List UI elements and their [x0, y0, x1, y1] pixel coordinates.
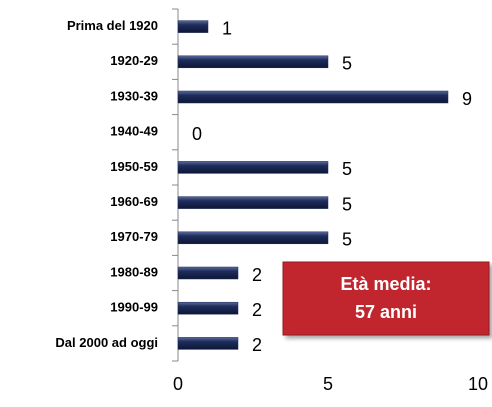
annotation-box: [282, 261, 490, 336]
bar: [177, 55, 329, 69]
x-tick-label: 0: [173, 374, 183, 394]
bar: [177, 20, 209, 33]
category-label: Prima del 1920: [67, 18, 158, 33]
bar: [177, 196, 329, 209]
category-label: Dal 2000 ad oggi: [55, 335, 158, 350]
value-label: 9: [462, 89, 472, 109]
category-label: 1920-29: [110, 53, 158, 68]
value-label: 5: [342, 54, 352, 74]
category-label: 1930-39: [110, 88, 158, 103]
value-label: 5: [342, 194, 352, 214]
bar: [177, 231, 329, 245]
annotation: Età media: 57 anni: [282, 261, 490, 336]
value-label: 2: [252, 300, 262, 320]
category-label: 1990-99: [110, 300, 158, 315]
bar: [177, 90, 449, 104]
category-label: 1960-69: [110, 194, 158, 209]
x-tick-label: 10: [468, 374, 488, 394]
value-label: 2: [252, 265, 262, 285]
bar: [177, 301, 239, 315]
bar: [177, 161, 329, 174]
x-tick-label: 5: [323, 374, 333, 394]
value-label: 5: [342, 159, 352, 179]
bar: [177, 337, 239, 350]
category-label: 1970-79: [110, 229, 158, 244]
annotation-text: 57 anni: [355, 302, 417, 322]
category-label: 1980-89: [110, 264, 158, 279]
category-label: 1940-49: [110, 124, 158, 139]
annotation-text: Età media:: [340, 274, 431, 294]
category-label: 1950-59: [110, 159, 158, 174]
value-label: 1: [222, 18, 232, 38]
bar: [177, 266, 239, 280]
value-label: 2: [252, 335, 262, 355]
value-label: 5: [342, 230, 352, 250]
value-label: 0: [192, 124, 202, 144]
